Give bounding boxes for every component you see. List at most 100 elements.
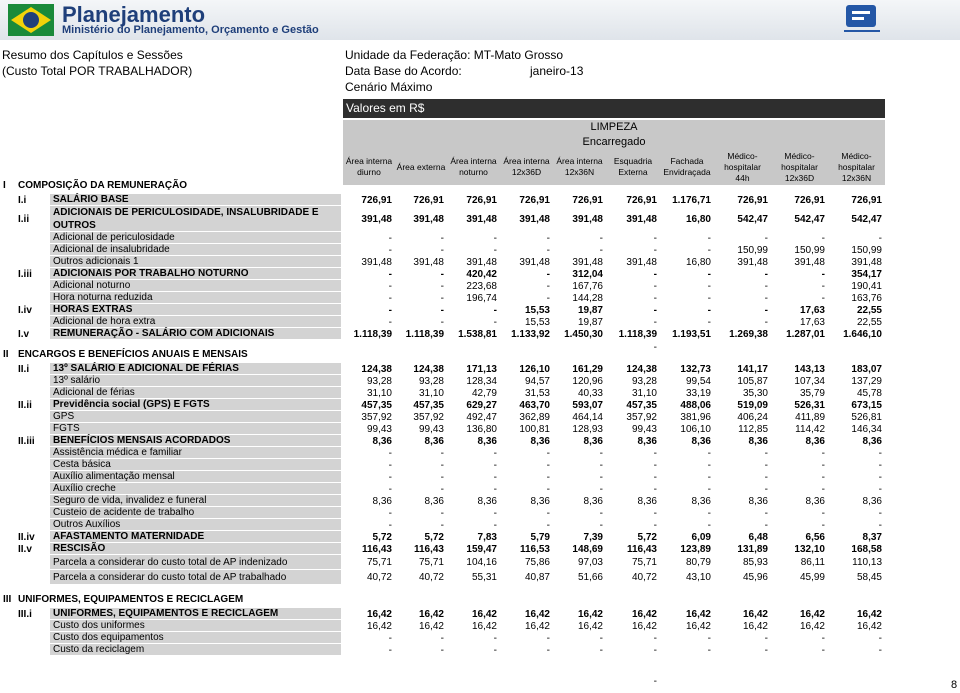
value-cell: -: [707, 459, 711, 471]
value-cell: -: [546, 292, 550, 304]
value-cell: -: [546, 471, 550, 483]
value-cell: -: [388, 316, 392, 328]
value-cell: -: [653, 632, 657, 644]
value-cell: -: [878, 483, 882, 495]
value-cell: 519,09: [737, 399, 768, 411]
value-cell: 391,48: [572, 256, 603, 268]
value-cell: 357,92: [361, 411, 392, 423]
column-header: Médico-hospitalar 44h: [714, 150, 771, 184]
row-label: 13º salário: [50, 375, 341, 387]
value-cell: 16,42: [471, 608, 497, 620]
value-cell: -: [546, 644, 550, 656]
value-cell: -: [764, 632, 768, 644]
value-cell: -: [653, 268, 657, 280]
footer-dash: -: [653, 675, 657, 687]
value-cell: -: [653, 644, 657, 656]
units-bar: Valores em R$: [343, 99, 885, 118]
value-cell: 1.538,81: [458, 328, 497, 340]
value-cell: 99,43: [418, 423, 444, 435]
value-cell: 16,42: [856, 608, 882, 620]
value-cell: 15,53: [524, 304, 550, 316]
value-cell: 171,13: [466, 363, 497, 375]
value-cell: -: [388, 268, 392, 280]
row-code: II.ii: [18, 399, 32, 411]
value-cell: 8,36: [477, 435, 497, 447]
value-cell: 190,41: [851, 280, 882, 292]
value-cell: -: [707, 507, 711, 519]
value-cell: 5,72: [637, 531, 657, 543]
value-cell: -: [653, 459, 657, 471]
value-cell: -: [764, 280, 768, 292]
value-cell: -: [546, 268, 550, 280]
column-header-line: noturno: [459, 167, 488, 177]
value-cell: 5,72: [424, 531, 444, 543]
value-cell: 391,48: [519, 256, 550, 268]
value-cell: -: [764, 644, 768, 656]
value-cell: 196,74: [466, 292, 497, 304]
value-cell: 391,48: [519, 213, 550, 225]
value-cell: 8,36: [637, 495, 657, 507]
value-cell: 457,35: [413, 399, 444, 411]
value-cell: -: [599, 471, 603, 483]
value-cell: 112,85: [738, 423, 768, 435]
value-cell: 51,66: [577, 572, 603, 583]
value-cell: -: [707, 632, 711, 644]
value-cell: -: [493, 459, 497, 471]
column-header-line: Médico-: [727, 150, 758, 161]
value-cell: 8,36: [637, 435, 657, 447]
row-code: II.iv: [18, 531, 35, 543]
value-cell: 1.450,30: [564, 328, 603, 340]
row-label: Outros adicionais 1: [50, 256, 341, 268]
value-cell: 526,31: [794, 399, 825, 411]
row-label: Adicional de férias: [50, 387, 341, 399]
value-cell: 391,48: [794, 256, 825, 268]
value-cell: 16,42: [856, 620, 882, 632]
value-cell: 45,99: [799, 572, 825, 583]
row-code: III.i: [18, 608, 32, 620]
base-value: janeiro-13: [530, 64, 584, 78]
value-cell: 8,36: [530, 495, 550, 507]
row-label: Custeio de acidente de trabalho: [50, 507, 341, 519]
value-cell: -: [707, 447, 711, 459]
column-header-line: 12x36D: [511, 167, 542, 177]
value-cell: -: [707, 280, 711, 292]
row-label: Custo dos uniformes: [50, 620, 341, 632]
value-cell: 99,43: [366, 423, 392, 435]
value-cell: 16,42: [418, 620, 444, 632]
value-cell: 116,53: [519, 543, 550, 555]
value-cell: -: [493, 507, 497, 519]
value-cell: 357,92: [413, 411, 444, 423]
value-cell: -: [546, 232, 550, 244]
column-header-line: Fachada: [670, 156, 704, 166]
value-cell: 8,36: [424, 495, 444, 507]
value-cell: 8,36: [862, 435, 882, 447]
value-cell: 726,91: [794, 194, 825, 206]
row-label: REMUNERAÇÃO - SALÁRIO COM ADICIONAIS: [50, 328, 341, 340]
value-cell: -: [653, 507, 657, 519]
value-cell: 40,72: [418, 572, 444, 583]
column-header-line: Área interna: [450, 156, 497, 166]
column-header-line: Envidraçada: [663, 167, 711, 177]
value-cell: 542,47: [794, 213, 825, 225]
value-cell: 463,70: [519, 399, 550, 411]
value-cell: -: [878, 447, 882, 459]
value-cell: -: [440, 268, 444, 280]
value-cell: -: [821, 471, 825, 483]
value-cell: -: [653, 280, 657, 292]
value-cell: 391,48: [413, 256, 444, 268]
row-label: SALÁRIO BASE: [50, 194, 341, 206]
value-cell: -: [653, 519, 657, 531]
base-label: Data Base do Acordo:: [345, 64, 462, 78]
value-cell: 40,72: [631, 572, 657, 583]
value-cell: 526,81: [851, 411, 882, 423]
value-cell: 391,48: [361, 256, 392, 268]
value-cell: -: [546, 483, 550, 495]
value-cell: 457,35: [626, 399, 657, 411]
value-cell: -: [440, 316, 444, 328]
value-cell: 144,28: [572, 292, 603, 304]
row-label: Custo da reciclagem: [50, 644, 341, 656]
value-cell: -: [440, 644, 444, 656]
value-cell: 31,10: [366, 387, 392, 399]
value-cell: 110,13: [852, 557, 882, 568]
